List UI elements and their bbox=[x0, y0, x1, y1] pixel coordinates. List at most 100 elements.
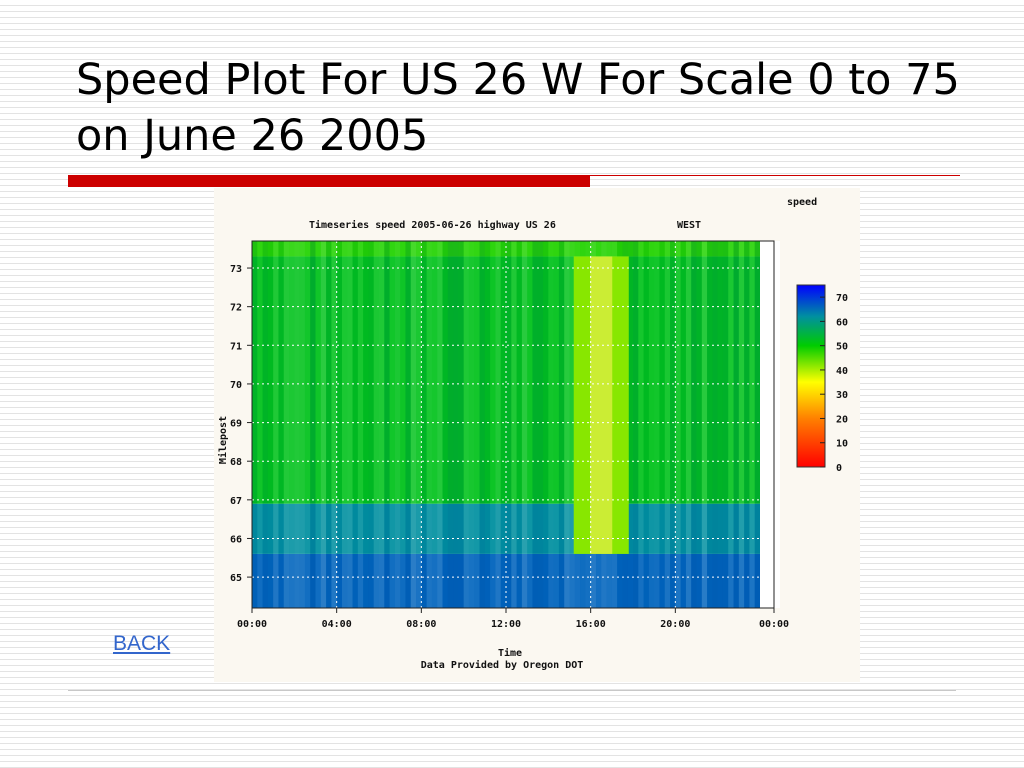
texture-stripe bbox=[744, 241, 750, 608]
texture-stripe bbox=[680, 241, 686, 608]
texture-stripe bbox=[299, 241, 305, 608]
x-tick-label: 00:00 bbox=[237, 619, 267, 630]
y-tick-label: 67 bbox=[230, 496, 242, 507]
texture-stripe bbox=[691, 241, 697, 608]
texture-stripe bbox=[373, 241, 379, 608]
x-tick-label: 04:00 bbox=[322, 619, 352, 630]
y-tick-label: 66 bbox=[230, 534, 242, 545]
texture-stripe bbox=[638, 241, 644, 608]
texture-stripe bbox=[506, 241, 512, 608]
texture-stripe bbox=[442, 241, 448, 608]
texture-stripe bbox=[304, 241, 311, 608]
texture-stripe bbox=[363, 241, 369, 608]
texture-stripe bbox=[717, 241, 723, 608]
texture-stripe bbox=[410, 241, 417, 608]
colorbar-tick-label: 60 bbox=[836, 317, 848, 328]
texture-stripe bbox=[654, 241, 660, 608]
x-tick-label: 20:00 bbox=[660, 619, 690, 630]
back-link[interactable]: BACK bbox=[113, 632, 171, 655]
title-underline-thin bbox=[590, 175, 960, 176]
heatmap-cells bbox=[252, 241, 780, 608]
plot-border bbox=[251, 240, 775, 609]
texture-stripe bbox=[648, 241, 655, 608]
texture-stripe bbox=[537, 241, 544, 608]
texture-stripe bbox=[262, 241, 268, 608]
texture-stripe bbox=[453, 241, 459, 608]
colorbar-tick-label: 30 bbox=[836, 390, 848, 401]
slowdown-core bbox=[590, 256, 613, 554]
texture-stripe bbox=[400, 241, 406, 608]
texture-stripe bbox=[685, 241, 692, 608]
colorbar-tick-label: 20 bbox=[836, 414, 848, 425]
y-tick-label: 68 bbox=[230, 457, 242, 468]
y-tick-label: 65 bbox=[230, 573, 242, 584]
texture-stripe bbox=[553, 241, 559, 608]
texture-stripe bbox=[405, 241, 411, 608]
texture-stripe bbox=[532, 241, 538, 608]
y-tick-label: 70 bbox=[230, 380, 242, 391]
texture-stripe bbox=[543, 241, 549, 608]
texture-stripe bbox=[733, 241, 739, 608]
colorbar-tick-label: 10 bbox=[836, 439, 848, 450]
axes: 00:00 04:00 08:00 12:00 16:00 20:00 00:00 65 66 6… bbox=[230, 240, 789, 630]
texture-stripe bbox=[521, 241, 528, 608]
x-tick-label: 16:00 bbox=[576, 619, 606, 630]
texture-stripe bbox=[289, 241, 295, 608]
x-tick-label: 12:00 bbox=[491, 619, 521, 630]
chart-svg: Timeseries speed 2005-06-26 highway US 2… bbox=[217, 197, 848, 671]
texture-stripe bbox=[659, 241, 665, 608]
texture-stripe bbox=[738, 241, 745, 608]
chart-direction: WEST bbox=[677, 220, 701, 231]
x-tick-label: 08:00 bbox=[406, 619, 436, 630]
texture-stripe bbox=[511, 241, 517, 608]
texture-stripe bbox=[294, 241, 300, 608]
texture-stripe bbox=[500, 241, 506, 608]
texture-stripe bbox=[643, 241, 649, 608]
colorbar-tick-label: 70 bbox=[836, 293, 848, 304]
texture-stripe bbox=[336, 241, 342, 608]
speed-chart: Timeseries speed 2005-06-26 highway US 2… bbox=[214, 188, 860, 682]
grid-lines bbox=[252, 241, 774, 608]
texture-stripe bbox=[357, 241, 364, 608]
texture-stripe bbox=[670, 241, 676, 608]
texture-stripe bbox=[664, 241, 671, 608]
texture-stripe bbox=[749, 241, 755, 608]
y-tick-label: 73 bbox=[230, 264, 242, 275]
texture-stripe bbox=[484, 241, 491, 608]
texture-stripe bbox=[675, 241, 681, 608]
texture-stripe bbox=[495, 241, 501, 608]
texture-stripe bbox=[347, 241, 353, 608]
texture-stripe bbox=[252, 241, 258, 608]
texture-stripe bbox=[326, 241, 332, 608]
colorbar-tick-label: 40 bbox=[836, 366, 848, 377]
texture-stripe bbox=[315, 241, 321, 608]
texture-stripe bbox=[341, 241, 348, 608]
texture-stripe bbox=[426, 241, 432, 608]
texture-stripe bbox=[384, 241, 390, 608]
texture-stripe bbox=[712, 241, 718, 608]
texture-stripe bbox=[278, 241, 284, 608]
x-tick-label: 00:00 bbox=[759, 619, 789, 630]
texture-stripe bbox=[394, 241, 401, 608]
texture-stripe bbox=[458, 241, 464, 608]
texture-stripe bbox=[474, 241, 480, 608]
texture-stripe bbox=[490, 241, 496, 608]
texture-stripe bbox=[431, 241, 438, 608]
colorbar-tick-label: 50 bbox=[836, 342, 848, 353]
texture-stripe bbox=[267, 241, 274, 608]
texture-stripe bbox=[320, 241, 327, 608]
y-tick-label: 71 bbox=[230, 341, 242, 352]
texture-stripe bbox=[627, 241, 633, 608]
texture-stripe bbox=[257, 241, 263, 608]
texture-stripe bbox=[283, 241, 290, 608]
colorbar: 0 10 20 30 40 50 60 70 bbox=[796, 284, 848, 474]
texture-stripe bbox=[468, 241, 475, 608]
texture-stripe bbox=[728, 241, 734, 608]
texture-stripe bbox=[273, 241, 279, 608]
slide-title: Speed Plot For US 26 W For Scale 0 to 75… bbox=[76, 55, 960, 161]
colorbar-tick-label: 0 bbox=[836, 463, 842, 474]
texture-stripe bbox=[569, 241, 575, 608]
texture-stripe bbox=[463, 241, 469, 608]
texture-stripe bbox=[754, 241, 760, 608]
colorbar-title: speed bbox=[787, 197, 817, 208]
